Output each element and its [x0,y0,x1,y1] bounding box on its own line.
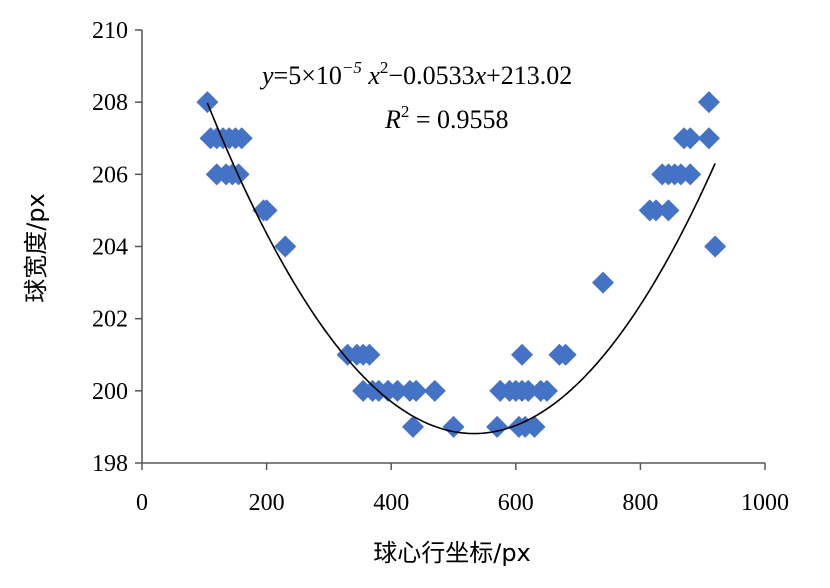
data-point [255,199,278,222]
y-tick-label: 202 [92,307,128,333]
r-squared-text: R2 = 0.9558 [384,102,509,134]
y-tick-label: 204 [92,235,128,261]
data-points [196,91,727,438]
x-tick-label: 600 [498,490,534,516]
data-point [486,415,509,438]
y-axis-title: 球宽度/px [22,193,50,303]
equation-text: y=5×10−5 x2−0.0533x+213.02 [259,58,572,90]
data-point [554,343,577,366]
data-point [679,163,702,186]
x-tick-label: 400 [373,490,409,516]
data-point [644,199,667,222]
x-tick-label: 1000 [741,490,789,516]
equation-exponent: −5 [342,58,362,77]
data-point [535,379,558,402]
r-squared-value: = 0.9558 [409,105,508,134]
data-point [704,235,727,258]
equation-y: y [259,61,274,90]
data-point [423,379,446,402]
equation-x: x [362,61,381,90]
data-point [511,343,534,366]
y-tick-label: 210 [92,18,128,44]
data-point [196,91,219,114]
x-axis-title: 球心行坐标/px [373,539,531,567]
equation-constant: +213.02 [486,61,572,90]
data-point [358,343,381,366]
data-point [697,91,720,114]
axis-ticks: 198 200 202 204 206 208 210 0 200 400 600 800 1000 [92,18,789,516]
data-point [386,379,409,402]
data-point [405,379,428,402]
y-tick-label: 208 [92,90,128,116]
y-tick-label: 198 [92,451,128,477]
trendline-curve [206,102,716,435]
data-point [402,415,425,438]
data-point [274,235,297,258]
data-point [657,199,680,222]
data-point [592,271,615,294]
equation-x-linear: x [474,61,487,90]
r-squared-sup: 2 [401,102,410,121]
data-point [679,127,702,150]
x-tick-label: 0 [136,490,148,516]
equation-linear-coefficient: −0.0533 [388,61,474,90]
x-tick-label: 200 [249,490,285,516]
y-tick-label: 206 [92,162,128,188]
r-squared-r: R [384,105,401,134]
data-point [523,415,546,438]
data-point [517,379,540,402]
y-tick-label: 200 [92,379,128,405]
data-point [697,127,720,150]
trendline-equation: y=5×10−5 x2−0.0533x+213.02 R2 = 0.9558 [259,58,572,134]
equation-power: 2 [380,58,389,77]
equation-coefficient: =5×10 [274,61,342,90]
data-point [230,127,253,150]
axes [141,30,765,464]
x-tick-label: 800 [622,490,658,516]
data-point [442,415,465,438]
